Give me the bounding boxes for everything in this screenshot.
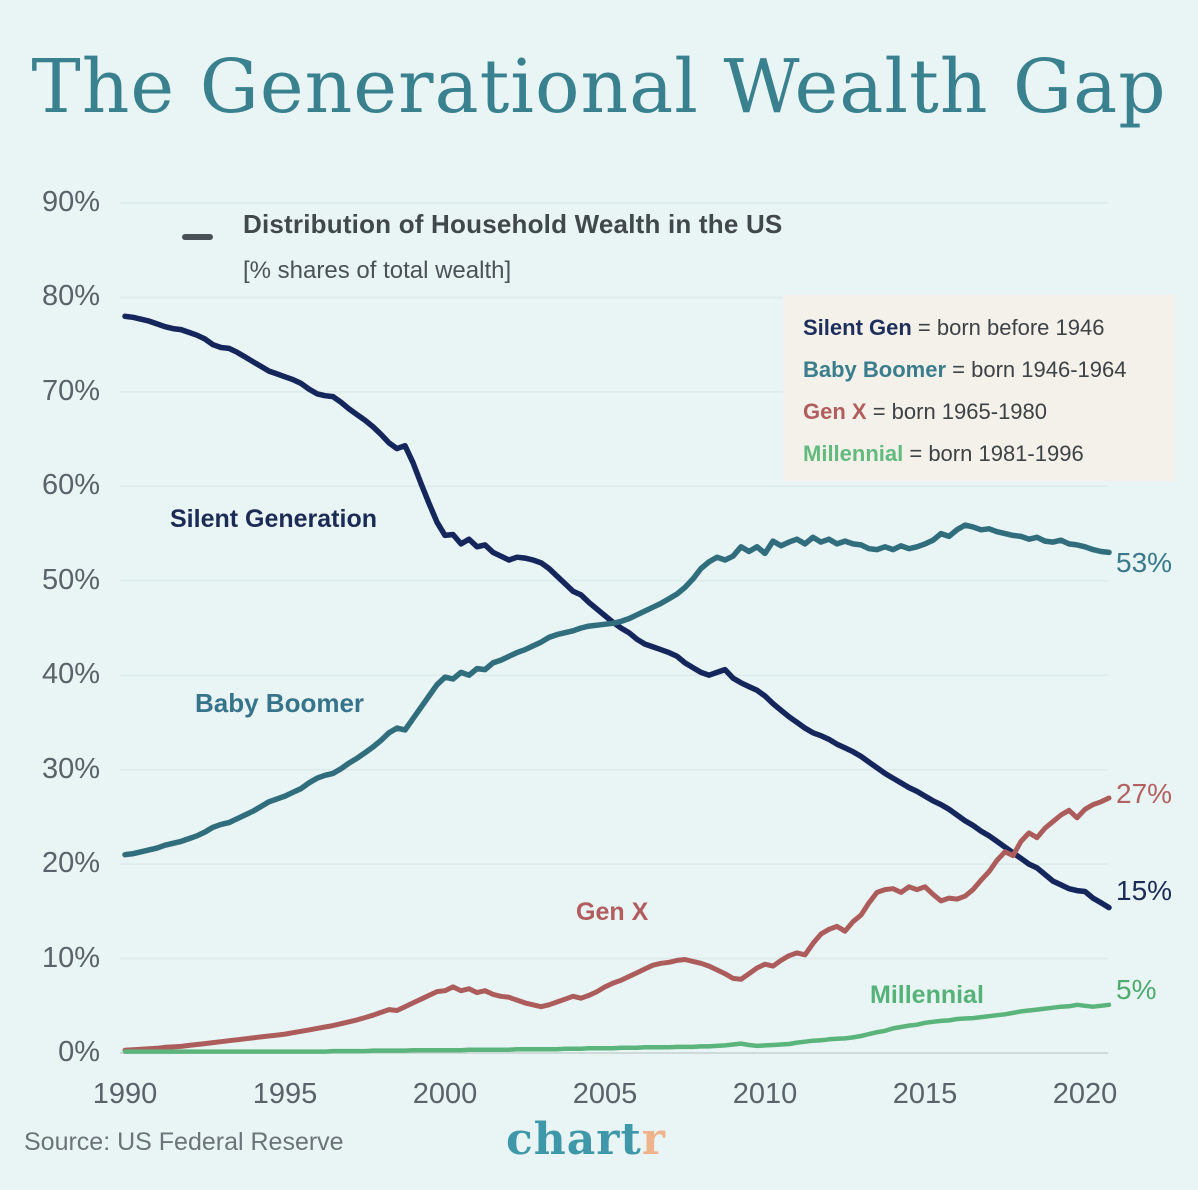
legend-row-gen-x: Gen X = born 1965-1980	[803, 391, 1175, 433]
series-label-baby-boomer: Baby Boomer	[195, 688, 365, 718]
end-value-label-silent-generation: 15%	[1116, 874, 1173, 906]
end-value-label-millennial: 5%	[1116, 973, 1157, 1005]
y-axis-tick-0: 0%	[58, 1036, 100, 1068]
y-axis-tick-30: 30%	[41, 752, 100, 785]
series-label-silent-generation: Silent Generation	[170, 505, 377, 533]
chartr-logo-part1: chart	[506, 1114, 642, 1165]
legend-name-1: Baby Boomer	[803, 357, 947, 382]
y-axis-tick-10: 10%	[41, 941, 100, 974]
y-axis-tick-50: 50%	[41, 563, 100, 596]
chart-subtitle-units: [% shares of total wealth]	[243, 257, 512, 284]
series-label-millennial: Millennial	[870, 981, 984, 1009]
legend-definition-1: = born 1946-1964	[946, 357, 1127, 382]
y-axis-tick-60: 60%	[41, 469, 100, 502]
y-axis-tick-20: 20%	[41, 847, 100, 880]
subtitle-dash-icon	[182, 234, 213, 240]
source-note: Source: US Federal Reserve	[24, 1128, 344, 1156]
x-axis-tick-2020: 2020	[1052, 1078, 1118, 1110]
end-value-label-gen-x: 27%	[1116, 778, 1173, 809]
legend-row-millennial: Millennial = born 1981-1996	[803, 433, 1175, 475]
chart-subtitle: Distribution of Household Wealth in the …	[243, 209, 783, 239]
y-axis-tick-80: 80%	[41, 280, 100, 313]
end-value-label-baby-boomer: 53%	[1116, 547, 1173, 579]
legend-row-silent-gen: Silent Gen = born before 1946	[803, 307, 1175, 349]
chartr-logo: chartr	[506, 1114, 666, 1165]
legend-definition-2: = born 1965-1980	[866, 399, 1048, 424]
legend-definition-3: = born 1981-1996	[903, 441, 1084, 466]
x-axis-tick-1995: 1995	[252, 1078, 318, 1110]
series-label-gen-x: Gen X	[576, 898, 649, 926]
legend-name-2: Gen X	[803, 399, 867, 424]
series-line-millennial	[122, 1002, 1112, 1054]
page-title: The Generational Wealth Gap	[31, 44, 1167, 130]
x-axis-tick-2010: 2010	[732, 1078, 798, 1110]
y-axis-tick-40: 40%	[41, 658, 100, 691]
legend-name-3: Millennial	[803, 441, 904, 466]
generation-legend: Silent Gen = born before 1946 Baby Boomer…	[783, 295, 1175, 481]
legend-row-baby-boomer: Baby Boomer = born 1946-1964	[803, 349, 1175, 391]
x-axis-tick-2005: 2005	[572, 1078, 638, 1110]
x-axis-tick-2000: 2000	[412, 1078, 478, 1110]
y-axis-tick-70: 70%	[41, 374, 100, 407]
chartr-logo-part2: r	[641, 1114, 666, 1165]
y-axis-tick-90: 90%	[41, 186, 100, 218]
legend-definition-0: = born before 1946	[911, 315, 1105, 340]
x-axis-tick-2015: 2015	[892, 1078, 958, 1110]
legend-name-0: Silent Gen	[803, 315, 912, 340]
x-axis-tick-1990: 1990	[92, 1078, 158, 1110]
